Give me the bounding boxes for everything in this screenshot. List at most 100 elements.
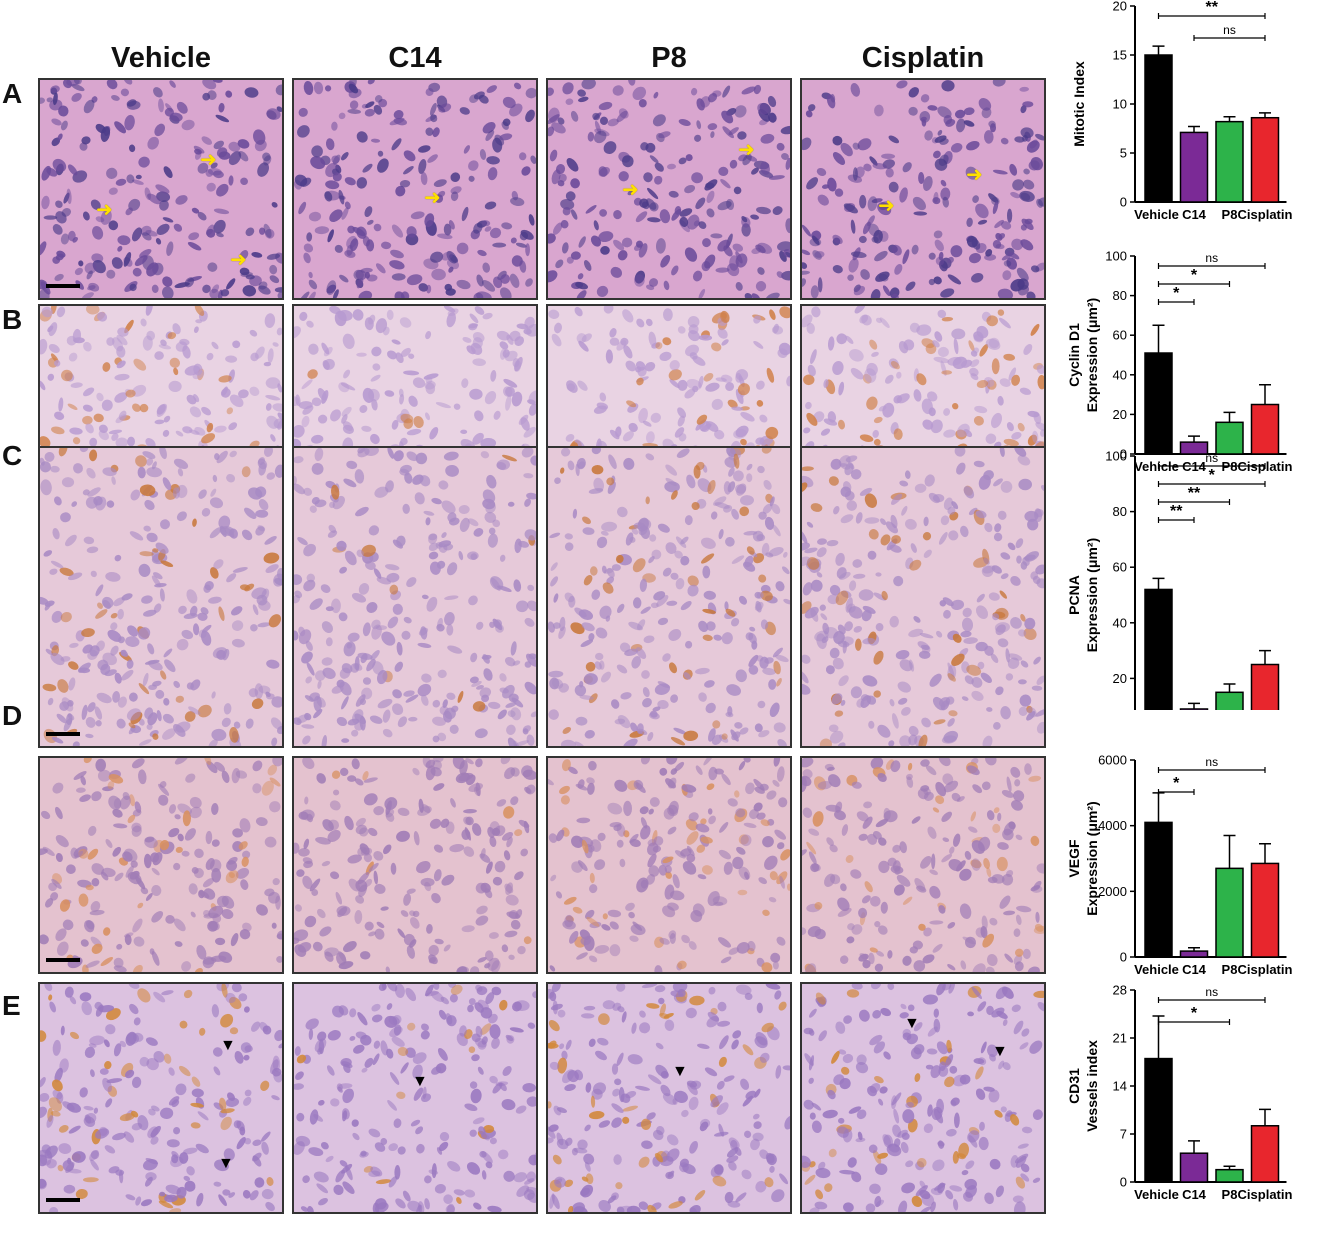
- x-tick-label: C14: [1182, 207, 1207, 222]
- y-tick-label: 20: [1113, 0, 1127, 14]
- y-tick-label: 4000: [1098, 818, 1127, 833]
- x-tick-label: Cisplatin: [1238, 1187, 1293, 1202]
- row-label-c: C: [2, 440, 23, 471]
- y-axis-label: Expression (μm²): [1084, 298, 1100, 412]
- significance-label: ns: [1205, 985, 1218, 999]
- error-bar: [1152, 45, 1165, 55]
- tissue-texture: [802, 448, 1044, 746]
- y-axis-label: PCNA: [1066, 575, 1082, 615]
- bar-vehicle: [1144, 1057, 1173, 1183]
- column-header-cisplatin: Cisplatin: [861, 42, 985, 74]
- micrograph-c-p8: [546, 446, 792, 748]
- significance-bracket: [1157, 517, 1195, 523]
- y-axis-label: Vessels index: [1084, 1040, 1100, 1132]
- micrograph-d-c14: [292, 756, 538, 974]
- y-tick-label: 40: [1113, 615, 1127, 630]
- bar-chart-1: 0 5 10 15 20 Mitotic Index Vehicle C14 P8 Cisplat…: [1071, 0, 1293, 222]
- error-bar: [1223, 115, 1236, 122]
- bar-cisplatin: [1250, 403, 1280, 455]
- error-bar: [1259, 649, 1271, 665]
- column-header-p8: P8: [651, 42, 687, 74]
- micrograph-c-vehicle: [38, 446, 284, 748]
- tissue-texture: [802, 758, 1044, 972]
- vessel-arrowhead-icon: ▼: [992, 1043, 1008, 1060]
- y-tick-label: 0: [1120, 195, 1127, 210]
- row-label-a: A: [2, 78, 23, 109]
- tissue-texture: [40, 80, 282, 298]
- bar-p8: [1215, 1168, 1244, 1183]
- micrograph-d-p8: [546, 756, 792, 974]
- mitosis-arrow-icon: ➜: [966, 164, 983, 186]
- mitosis-arrow-icon: ➜: [230, 249, 247, 271]
- bar-chart-3: 020406080100PCNAExpression (μm²)VehicleC…: [1066, 449, 1280, 710]
- significance-bracket: [1157, 481, 1266, 487]
- bar-cisplatin: [1250, 663, 1280, 710]
- y-tick-label: 6000: [1098, 753, 1127, 768]
- y-tick-label: 100: [1105, 249, 1127, 264]
- micrograph-a-p8: ➜ ➜: [546, 78, 792, 300]
- significance-bracket: [1157, 263, 1266, 269]
- bar-vehicle: [1144, 352, 1173, 455]
- mitosis-arrow-icon: ➜: [738, 139, 755, 161]
- y-tick-label: 20: [1113, 407, 1127, 422]
- micrograph-a-cisplatin: ➜ ➜: [800, 78, 1046, 300]
- bar-vehicle: [1144, 588, 1173, 710]
- x-tick-label: Vehicle: [1134, 459, 1179, 474]
- x-tick-label: Vehicle: [1134, 962, 1179, 977]
- micrograph-e-p8: ▼: [546, 982, 792, 1214]
- error-bar: [1152, 577, 1165, 590]
- vessel-arrowhead-icon: ▼: [220, 1037, 236, 1054]
- micrograph-c-cisplatin: [800, 446, 1046, 748]
- y-axis-label: Cyclin D1: [1066, 323, 1082, 387]
- x-tick-label: P8: [1222, 1187, 1238, 1202]
- significance-bracket: [1157, 463, 1266, 469]
- error-bar: [1152, 792, 1165, 823]
- scale-bar: [46, 284, 80, 288]
- y-tick-label: 14: [1113, 1079, 1127, 1094]
- mitosis-arrow-icon: ➜: [424, 187, 441, 209]
- significance-bracket: [1157, 997, 1266, 1003]
- tissue-texture: [548, 448, 790, 746]
- significance-label: *: [1173, 285, 1180, 302]
- column-header-vehicle: Vehicle: [111, 42, 211, 74]
- tissue-texture: [294, 448, 536, 746]
- significance-bracket: [1157, 281, 1231, 287]
- significance-bracket: [1157, 767, 1266, 773]
- y-axis-label: Mitotic Index: [1071, 61, 1087, 147]
- y-tick-label: 80: [1113, 288, 1127, 303]
- mitosis-arrow-icon: ➜: [622, 179, 639, 201]
- tissue-texture: [40, 984, 282, 1212]
- bar-chart-5: 0 7 14 21 28 CD31 Vessels index Vehicle C14 P8 Cis…: [1066, 983, 1293, 1203]
- tissue-texture: [548, 984, 790, 1212]
- significance-label: **: [1206, 0, 1219, 16]
- micrograph-c-c14: [292, 446, 538, 748]
- tissue-texture: [294, 80, 536, 298]
- tissue-texture: [294, 984, 536, 1212]
- x-tick-label: Vehicle: [1134, 207, 1179, 222]
- error-bar: [1188, 1140, 1200, 1154]
- error-bar: [1259, 383, 1271, 405]
- micrograph-a-vehicle: ➜ ➜ ➜: [38, 78, 284, 300]
- y-axis-label: Expression (μm²): [1084, 801, 1100, 915]
- y-tick-label: 100: [1105, 449, 1127, 464]
- y-tick-label: 20: [1113, 671, 1127, 686]
- micrograph-d-cisplatin: [800, 756, 1046, 974]
- x-tick-label: Vehicle: [1134, 1187, 1179, 1202]
- tissue-texture: [802, 80, 1044, 298]
- row-label-d: D: [2, 700, 23, 731]
- significance-label: **: [1170, 503, 1183, 520]
- error-bar: [1188, 702, 1200, 709]
- y-tick-label: 10: [1113, 97, 1127, 112]
- tissue-texture: [548, 80, 790, 298]
- error-bar: [1223, 683, 1236, 693]
- significance-label: ns: [1205, 755, 1218, 769]
- y-tick-label: 0: [1120, 447, 1127, 462]
- error-bar: [1223, 1165, 1236, 1170]
- bar-chart-4: 0 2000 4000 6000 VEGF Expression (μm²) Vehicle…: [1066, 753, 1293, 978]
- y-tick-label: 0: [1120, 950, 1127, 965]
- bar-c14: [1179, 950, 1209, 958]
- y-tick-label: 0: [1120, 1175, 1127, 1190]
- significance-bracket: [1157, 499, 1231, 505]
- significance-label: ns: [1205, 251, 1218, 265]
- y-axis-label: Expression (μm²): [1084, 538, 1100, 652]
